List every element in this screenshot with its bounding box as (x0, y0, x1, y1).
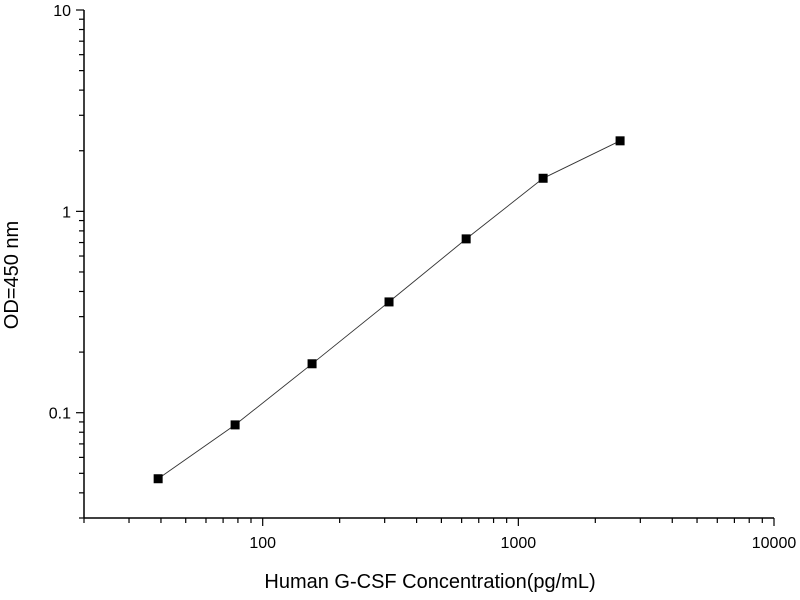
y-tick-label: 10 (53, 3, 71, 20)
data-point (230, 420, 240, 430)
y-tick-label: 0.1 (49, 406, 71, 423)
tick-labels: 100 1000 10000 0.1 1 10 (49, 3, 797, 552)
axes (83, 10, 774, 519)
x-tick-label: 100 (249, 535, 276, 552)
data-point (153, 474, 163, 484)
data-point (461, 234, 471, 244)
data-point (307, 359, 317, 369)
ticks (76, 9, 775, 526)
x-tick-label: 1000 (501, 535, 537, 552)
x-tick-label: 10000 (752, 535, 797, 552)
x-axis-title: Human G-CSF Concentration(pg/mL) (264, 571, 595, 593)
y-axis-title: OD=450 nm (1, 221, 23, 329)
data-point (615, 136, 625, 146)
y-tick-label: 1 (62, 204, 71, 221)
series (153, 136, 625, 484)
series-line (157, 140, 621, 480)
data-point (538, 173, 548, 183)
data-point (384, 297, 394, 307)
